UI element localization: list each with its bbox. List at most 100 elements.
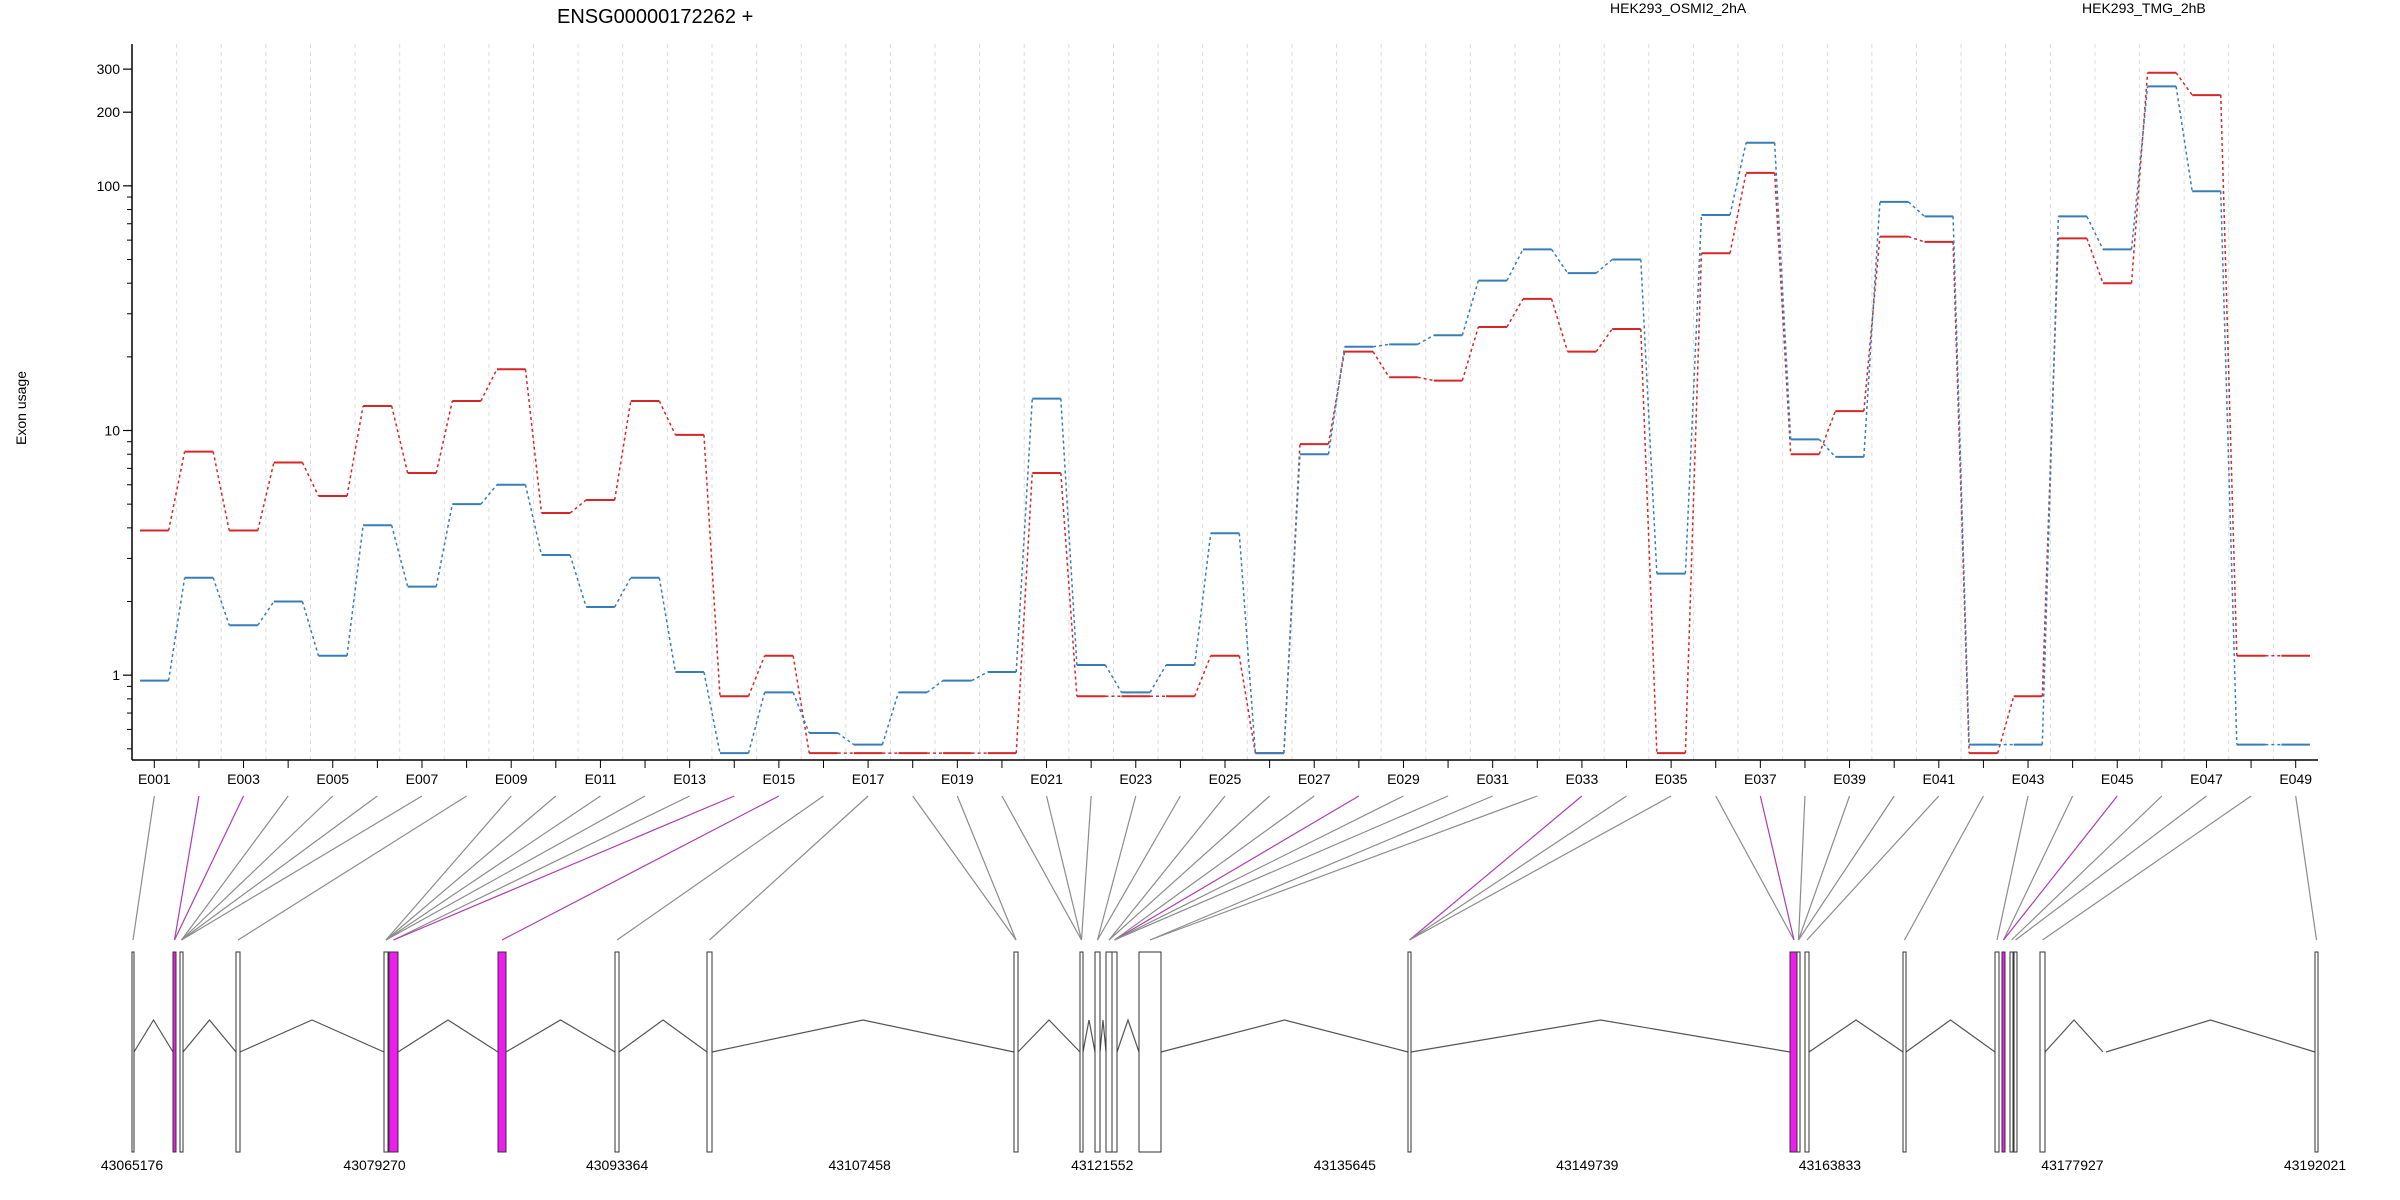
exon-connector (1409, 795, 1583, 941)
x-tick-label: E031 (1476, 771, 1509, 787)
genomic-coordinate-label: 43163833 (1799, 1157, 1862, 1173)
series-transition (1684, 253, 1703, 754)
exon-connector (393, 795, 735, 941)
exon-connector (1149, 795, 1493, 941)
series-transition (212, 577, 230, 626)
series-transition (1238, 533, 1257, 754)
exon-connector (501, 795, 780, 941)
exon-box (2009, 951, 2014, 1153)
genomic-coordinate-label: 43107458 (829, 1157, 892, 1173)
series-transition (257, 462, 275, 531)
series-transition (1193, 533, 1212, 666)
series-transition (2086, 238, 2104, 284)
exon-connector (2003, 795, 2118, 941)
genomic-coordinate-label: 43149739 (1556, 1157, 1619, 1173)
exon-connectors (132, 795, 2318, 941)
exon-connector (385, 795, 646, 941)
exon-connector (1108, 795, 1271, 941)
x-tick-label: E049 (2279, 771, 2312, 787)
series-transition (1907, 201, 1926, 217)
exon-connector (1096, 795, 1181, 941)
exon-connector (1149, 795, 1538, 941)
x-tick-label: E003 (227, 771, 260, 787)
series-transition (1283, 454, 1301, 754)
exon-connector (1797, 795, 1806, 941)
series-transition (1104, 664, 1123, 693)
series-transition (1149, 664, 1167, 693)
x-tick-label: E001 (138, 771, 171, 787)
intron-line (1808, 1019, 1904, 1053)
exon-connector (1759, 795, 1795, 941)
series-transition (1015, 398, 1034, 673)
series-transition (658, 400, 677, 436)
series-transition (480, 484, 498, 505)
series-transition (1238, 655, 1257, 754)
series-transition (1729, 142, 1747, 216)
series-transition (2219, 191, 2238, 745)
series-transition (1060, 398, 1078, 666)
series-transition (1729, 172, 1747, 254)
exon-connector (2295, 795, 2318, 941)
exon-box (2013, 951, 2018, 1153)
series-transition (346, 525, 364, 656)
series-transition (1015, 473, 1034, 754)
exon-box (706, 951, 713, 1153)
x-tick-label: E033 (1566, 771, 1599, 787)
x-tick-label: E015 (763, 771, 796, 787)
exon-connector (956, 795, 1017, 941)
series-transition (212, 451, 230, 531)
series-transition (2086, 216, 2104, 250)
series-transition (301, 462, 320, 497)
exon-box (2314, 951, 2319, 1153)
exon-connector (1096, 795, 1137, 941)
series-transition (1952, 216, 1970, 745)
intron-line (182, 1019, 237, 1053)
series-transition (613, 400, 632, 501)
exon-connector (709, 795, 869, 941)
x-tick-label: E041 (1922, 771, 1955, 787)
grid-lines (176, 44, 2274, 760)
exon-box (614, 951, 620, 1153)
exon-box (1994, 951, 2000, 1153)
exon-connector (173, 795, 200, 941)
x-tick-label: E017 (852, 771, 885, 787)
series-transition (658, 577, 677, 673)
exon-connector (2002, 795, 2074, 941)
exon-connector (181, 795, 378, 941)
y-tick-label: 10 (104, 423, 120, 439)
x-tick-label: E045 (2101, 771, 2134, 787)
series-transition (747, 655, 766, 697)
exon-box (1105, 951, 1113, 1153)
exon-connector (1080, 795, 1092, 941)
exon-box (2039, 951, 2046, 1153)
series-transition (1908, 235, 1925, 243)
intron-line (2105, 1019, 2316, 1053)
x-tick-label: E021 (1030, 771, 1063, 787)
series-transition (435, 400, 454, 474)
intron-line (1116, 1018, 1140, 1053)
exon-box (497, 951, 507, 1153)
exon-box (1138, 951, 1162, 1153)
exon-connector (385, 795, 557, 941)
y-tick-label: 1 (112, 667, 120, 683)
exon-connector (1114, 795, 1404, 941)
exon-connector (1114, 795, 1315, 941)
intron-line (133, 1018, 174, 1053)
exon-box (1804, 951, 1810, 1153)
exon-box (1796, 951, 1801, 1153)
series-transition (1863, 201, 1881, 457)
gene-model (131, 951, 2319, 1153)
genomic-coordinate-label: 43192021 (2284, 1157, 2347, 1173)
exon-connector (1996, 795, 2029, 941)
exon-connector (181, 795, 289, 941)
intron-line (239, 1019, 385, 1053)
series-transition (1550, 248, 1569, 274)
series-transition (1327, 351, 1346, 445)
genomic-coordinate-label: 43065176 (101, 1157, 164, 1173)
series-transition (524, 369, 543, 514)
series-transition (1640, 328, 1658, 754)
exon-connector (912, 795, 1017, 941)
genomic-coordinate-label: 43079270 (343, 1157, 406, 1173)
series-transition (1863, 236, 1881, 412)
series-transition (257, 601, 275, 626)
